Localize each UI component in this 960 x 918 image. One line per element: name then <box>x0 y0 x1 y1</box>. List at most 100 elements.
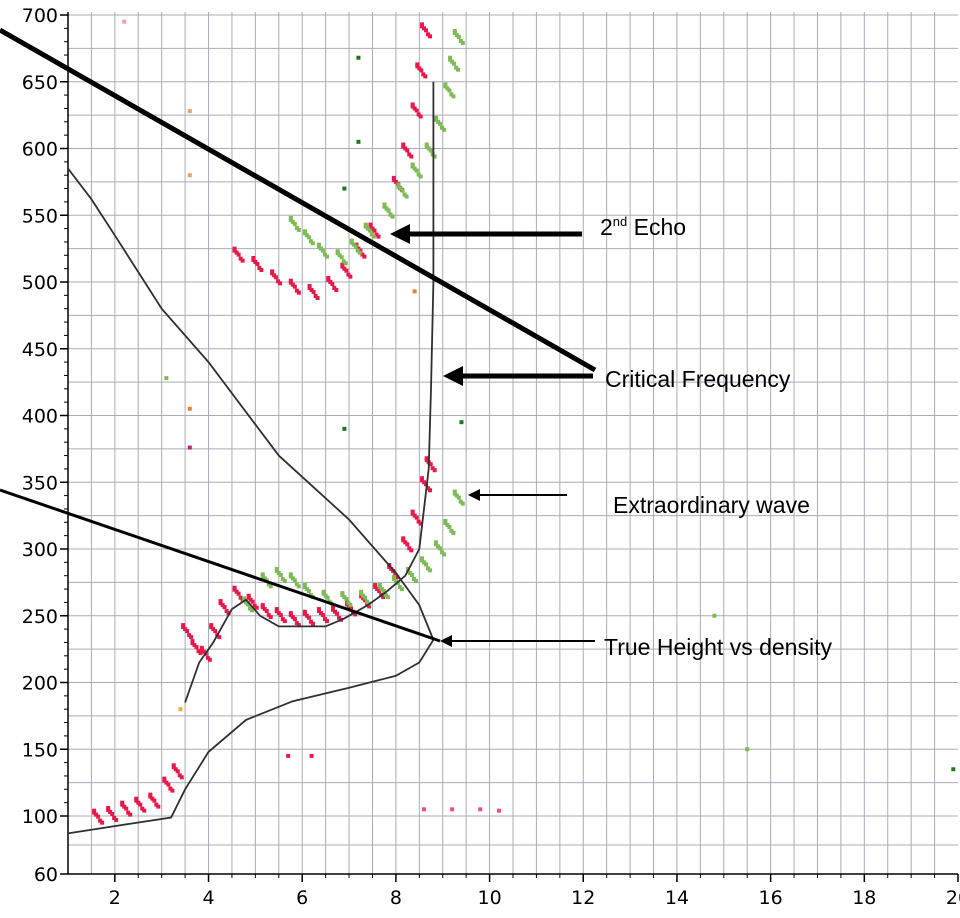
data-point <box>260 574 265 579</box>
y-tick-label: 250 <box>22 606 58 628</box>
data-point <box>307 286 312 291</box>
data-point <box>260 605 265 610</box>
data-point <box>383 593 388 598</box>
data-point <box>238 256 243 261</box>
data-point <box>302 611 307 616</box>
data-point <box>382 204 387 209</box>
data-point <box>424 458 429 463</box>
data-point <box>316 609 321 614</box>
data-point <box>154 802 159 807</box>
data-point <box>122 19 127 24</box>
data-point <box>294 225 299 230</box>
data-point <box>496 808 501 813</box>
y-tick-label: 300 <box>22 539 58 561</box>
data-point <box>454 65 459 70</box>
data-point <box>459 420 464 425</box>
data-point <box>294 582 299 587</box>
data-point <box>448 57 453 62</box>
data-point <box>308 619 313 624</box>
data-point <box>355 248 360 253</box>
data-point <box>407 546 412 551</box>
data-point <box>342 426 347 431</box>
y-tick-label: 550 <box>22 205 58 227</box>
true-height-profile-line <box>67 167 435 835</box>
data-point <box>270 271 275 276</box>
data-point <box>440 550 445 555</box>
y-tick-label: 100 <box>22 806 58 828</box>
data-point <box>148 794 153 799</box>
data-point <box>181 625 186 630</box>
data-point <box>134 798 139 803</box>
data-point <box>294 288 299 293</box>
y-tick-label: 400 <box>22 406 58 428</box>
annotation-label-extraordinary-wave: Extraordinary wave <box>613 492 810 518</box>
data-points <box>92 19 956 825</box>
data-point <box>416 112 421 117</box>
data-point <box>434 117 439 122</box>
data-point <box>346 272 351 277</box>
data-point <box>92 810 97 815</box>
data-point <box>377 585 382 590</box>
data-point <box>112 815 117 820</box>
annotation-label-critical-frequency: Critical Frequency <box>605 366 791 392</box>
x-tick-label: 12 <box>571 887 595 909</box>
data-point <box>349 240 354 245</box>
x-tick-label: 10 <box>477 887 501 909</box>
data-point <box>426 32 430 37</box>
data-point <box>420 558 424 563</box>
data-point <box>316 244 321 249</box>
data-point <box>356 55 361 60</box>
data-point <box>359 591 364 596</box>
annotation-label-second-echo: 2nd Echo <box>600 214 686 240</box>
data-point <box>411 577 416 582</box>
annotation-labels: 2nd Echo Critical Frequency Extraordinar… <box>600 214 832 660</box>
data-point <box>199 647 204 652</box>
data-point <box>373 585 378 590</box>
data-point <box>232 587 237 592</box>
data-point <box>424 144 429 149</box>
data-point <box>164 376 169 381</box>
data-point <box>443 84 448 89</box>
data-point <box>288 613 293 618</box>
data-point <box>280 617 285 622</box>
data-point <box>168 786 173 791</box>
data-point <box>478 807 483 812</box>
data-point <box>415 64 420 69</box>
data-point <box>951 767 956 772</box>
annotation-line-true-height <box>0 488 441 643</box>
data-point <box>458 499 463 504</box>
data-point <box>274 569 279 574</box>
data-point <box>360 252 365 257</box>
data-point <box>341 259 346 264</box>
data-point <box>458 39 463 44</box>
data-point <box>335 251 340 256</box>
data-point <box>332 286 337 290</box>
data-point <box>224 609 229 614</box>
data-point <box>337 615 341 620</box>
y-tick-label: 600 <box>22 139 58 161</box>
data-point <box>410 511 415 516</box>
data-point <box>187 445 192 450</box>
data-point <box>313 294 318 299</box>
y-tick-label: 350 <box>22 472 58 494</box>
data-point <box>209 625 214 630</box>
data-point <box>416 172 421 177</box>
data-point <box>190 641 195 646</box>
data-point <box>257 265 262 270</box>
data-point <box>421 72 426 77</box>
data-point <box>440 125 445 130</box>
data-point <box>308 239 313 244</box>
data-point <box>452 31 457 36</box>
y-tick-label: 150 <box>22 739 58 761</box>
data-point <box>321 591 326 596</box>
y-tick-label: 450 <box>22 339 58 361</box>
data-point <box>396 184 401 189</box>
x-tick-label: 18 <box>852 887 876 909</box>
data-point <box>340 593 345 598</box>
annotation-arrowhead <box>468 489 480 501</box>
data-point <box>745 747 750 752</box>
data-point <box>302 585 307 590</box>
data-point <box>331 607 335 612</box>
data-point <box>322 617 327 622</box>
